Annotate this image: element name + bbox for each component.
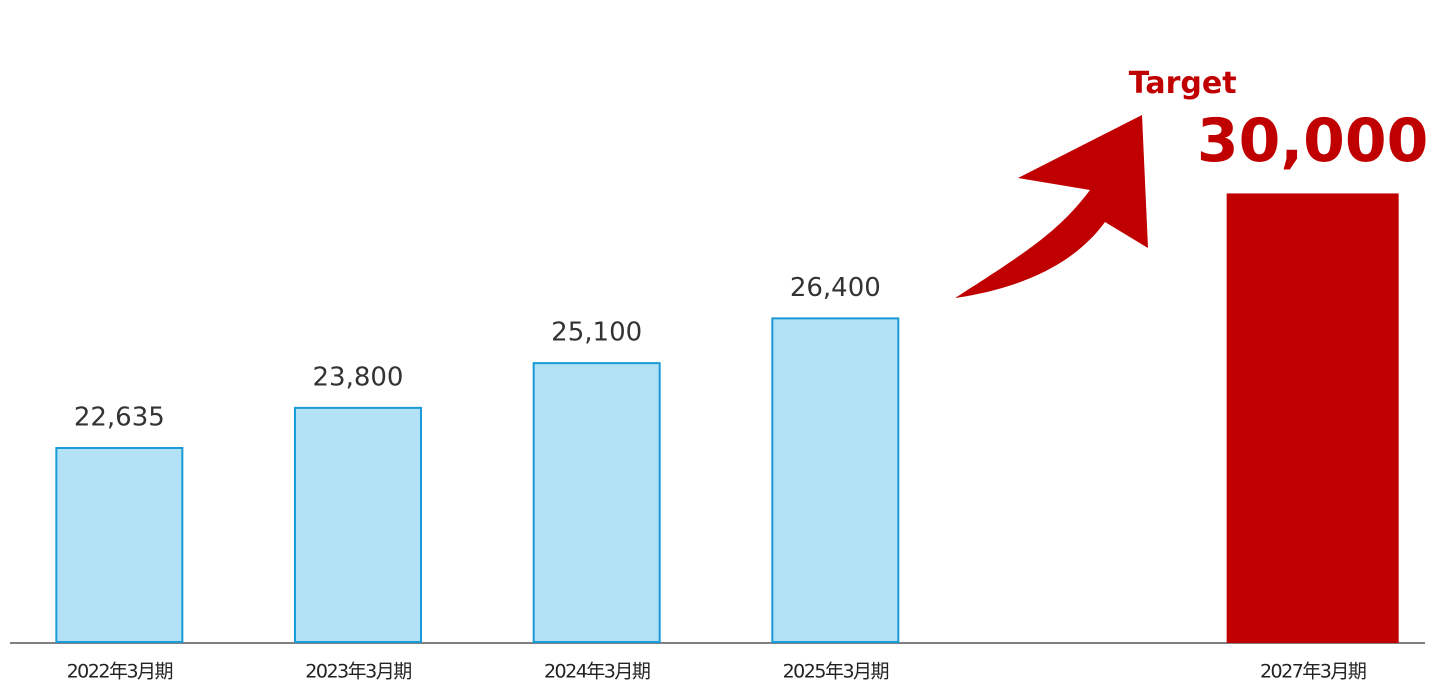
growth-arrow — [955, 115, 1148, 298]
target-bar — [1226, 193, 1399, 644]
bar — [771, 317, 900, 643]
bar — [294, 406, 422, 643]
bar — [55, 446, 184, 643]
value-label: 22,635 — [74, 402, 165, 432]
target-value-label: 30,000 — [1197, 106, 1429, 176]
bar — [532, 362, 661, 643]
value-label: 26,400 — [790, 273, 881, 303]
x-tick-label: 2022年3月期 — [67, 661, 173, 683]
value-label: 25,100 — [551, 318, 642, 348]
x-tick-label: 2027年3月期 — [1260, 661, 1366, 683]
value-label: 23,800 — [313, 362, 404, 392]
x-tick-label: 2025年3月期 — [783, 661, 889, 683]
target-annotation: Target — [1129, 66, 1237, 101]
x-tick-label: 2024年3月期 — [544, 661, 650, 683]
x-tick-label: 2023年3月期 — [305, 661, 411, 683]
